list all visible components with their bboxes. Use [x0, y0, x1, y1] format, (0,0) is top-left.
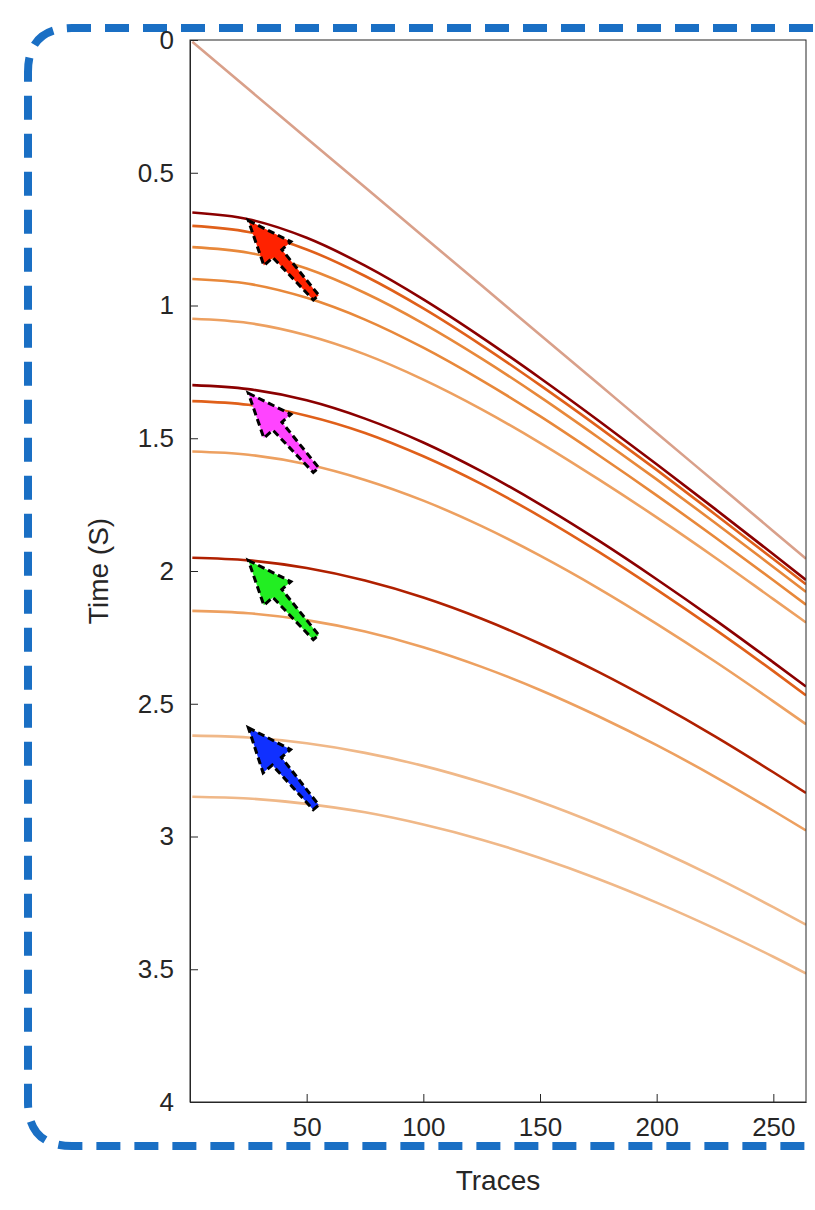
- y-tick-label: 4: [160, 1087, 174, 1117]
- y-tick: 0.5: [138, 158, 198, 188]
- y-tick-mark: [190, 173, 198, 174]
- arrow: [248, 393, 318, 472]
- y-tick-label: 2.5: [138, 689, 174, 719]
- y-tick-mark: [190, 837, 198, 838]
- y-tick-label: 3.5: [138, 954, 174, 984]
- y-axis-title: Time (S): [83, 518, 114, 624]
- event-line: [192, 558, 806, 793]
- arrow: [248, 728, 318, 810]
- y-axis: 0 0.5 1 1.5 2 2.5 3 3.5 4: [138, 25, 198, 1117]
- x-tick-mark: [423, 1094, 424, 1102]
- x-tick: 250: [752, 1094, 795, 1142]
- x-tick-mark: [540, 1094, 541, 1102]
- x-tick-mark: [657, 1094, 658, 1102]
- y-tick-label: 3: [160, 821, 174, 851]
- y-tick-mark: [190, 704, 198, 705]
- x-axis-title: Traces: [456, 1165, 541, 1196]
- plot-area: [190, 40, 806, 1102]
- x-tick: 50: [293, 1094, 322, 1142]
- x-axis: 50 100 150 200 250: [191, 1094, 807, 1142]
- y-tick-label: 0: [160, 25, 174, 55]
- x-tick-label: 50: [293, 1112, 322, 1142]
- y-tick: 1.5: [138, 423, 198, 453]
- y-tick-label: 1.5: [138, 423, 174, 453]
- y-tick-mark: [190, 571, 198, 572]
- x-axis-line: [191, 1102, 807, 1103]
- x-tick-label: 200: [635, 1112, 678, 1142]
- x-tick-label: 150: [519, 1112, 562, 1142]
- dashed-frame: [28, 28, 813, 1146]
- event-line: [192, 452, 806, 725]
- y-tick-label: 2: [160, 556, 174, 586]
- arrow: [248, 560, 318, 639]
- y-tick-mark: [190, 438, 198, 439]
- event-line: [192, 611, 806, 831]
- y-tick: 2.5: [138, 689, 198, 719]
- x-tick-mark: [307, 1094, 308, 1102]
- y-tick: 1: [160, 290, 198, 320]
- event-line: [192, 226, 806, 584]
- plot-frame: [190, 40, 806, 1102]
- y-tick-mark: [190, 969, 198, 970]
- y-tick: 0: [160, 25, 198, 55]
- marks: [192, 42, 806, 974]
- y-tick-label: 1: [160, 290, 174, 320]
- y-tick-label: 0.5: [138, 158, 174, 188]
- y-tick-mark: [190, 306, 198, 307]
- event-line: [192, 401, 806, 695]
- chart: 0 0.5 1 1.5 2 2.5 3 3.5 4 50 100 150 200 250 Traces Tim…: [0, 0, 815, 1210]
- y-tick: 4: [160, 1087, 198, 1117]
- event-line: [192, 797, 806, 974]
- y-tick: 2: [160, 556, 198, 586]
- y-tick: 3: [160, 821, 198, 851]
- x-tick: 150: [519, 1094, 562, 1142]
- x-tick-mark: [773, 1094, 774, 1102]
- arrow: [248, 221, 318, 300]
- y-tick: 3.5: [138, 954, 198, 984]
- x-tick: 200: [635, 1094, 678, 1142]
- x-tick: 100: [402, 1094, 445, 1142]
- x-tick-label: 100: [402, 1112, 445, 1142]
- x-tick-label: 250: [752, 1112, 795, 1142]
- y-tick-mark: [190, 40, 198, 41]
